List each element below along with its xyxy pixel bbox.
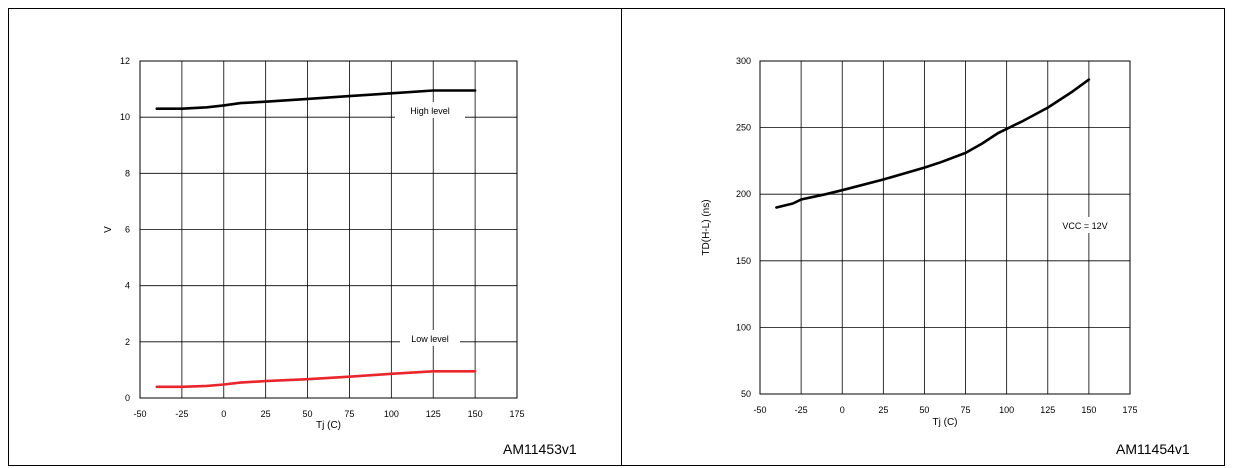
x-tick-label: 25 (261, 409, 271, 419)
y-tick-label: 100 (736, 322, 751, 332)
annotation-label: High level (410, 106, 450, 116)
y-tick-label: 2 (125, 337, 130, 347)
x-tick-label: 75 (344, 409, 354, 419)
x-tick-label: 175 (1122, 405, 1137, 415)
chart-output-voltage: -50 -25 0 25 50 75 100 125 150 175 0 2 4 6 8 10 12 Tj (C)… (103, 56, 525, 431)
y-tick-label: 4 (125, 281, 130, 291)
x-tick-label: -50 (753, 405, 766, 415)
x-tick-label: 150 (1081, 405, 1096, 415)
x-tick-label: 100 (999, 405, 1014, 415)
x-tick-label: -50 (133, 409, 146, 419)
series-line-0 (155, 89, 477, 110)
x-tick-label: 125 (426, 409, 441, 419)
x-axis-label: Tj (C) (316, 420, 341, 431)
annotation-label: Low level (411, 334, 449, 344)
annotation-bg (400, 330, 460, 346)
plot-area (139, 60, 518, 399)
y-axis-label: TD(H-L) (ns) (701, 199, 712, 255)
y-axis-label: V (103, 226, 114, 233)
x-tick-label: 100 (384, 409, 399, 419)
annotation-label: VCC = 12V (1062, 221, 1107, 231)
y-tick-label: 250 (736, 123, 751, 133)
y-tick-label: 150 (736, 256, 751, 266)
x-tick-label: 0 (221, 409, 226, 419)
x-tick-label: 75 (961, 405, 971, 415)
x-tick-label: 175 (509, 409, 524, 419)
y-tick-label: 6 (125, 225, 130, 235)
x-tick-label: 50 (919, 405, 929, 415)
figure-code-right: AM11454v1 (1116, 441, 1190, 457)
panel-divider (621, 8, 622, 466)
figure-code-left: AM11453v1 (503, 441, 577, 457)
y-tick-label: 50 (741, 389, 751, 399)
y-tick-label: 200 (736, 189, 751, 199)
x-tick-label: -25 (795, 405, 808, 415)
y-tick-label: 8 (125, 168, 130, 178)
y-tick-label: 10 (120, 112, 130, 122)
x-tick-label: 125 (1040, 405, 1055, 415)
x-tick-label: 25 (878, 405, 888, 415)
series-line-1 (155, 369, 477, 389)
y-tick-label: 300 (736, 56, 751, 66)
x-tick-label: -25 (175, 409, 188, 419)
annotation-bg (395, 102, 465, 118)
plot-area (759, 60, 1131, 395)
figure-frame (8, 8, 1225, 466)
x-tick-label: 0 (840, 405, 845, 415)
series-line-0 (775, 78, 1091, 209)
annotation-bg (1050, 217, 1120, 233)
x-tick-label: 150 (468, 409, 483, 419)
y-tick-label: 0 (125, 393, 130, 403)
x-axis-label: Tj (C) (933, 417, 958, 428)
x-tick-label: 50 (303, 409, 313, 419)
y-tick-label: 12 (120, 56, 130, 66)
